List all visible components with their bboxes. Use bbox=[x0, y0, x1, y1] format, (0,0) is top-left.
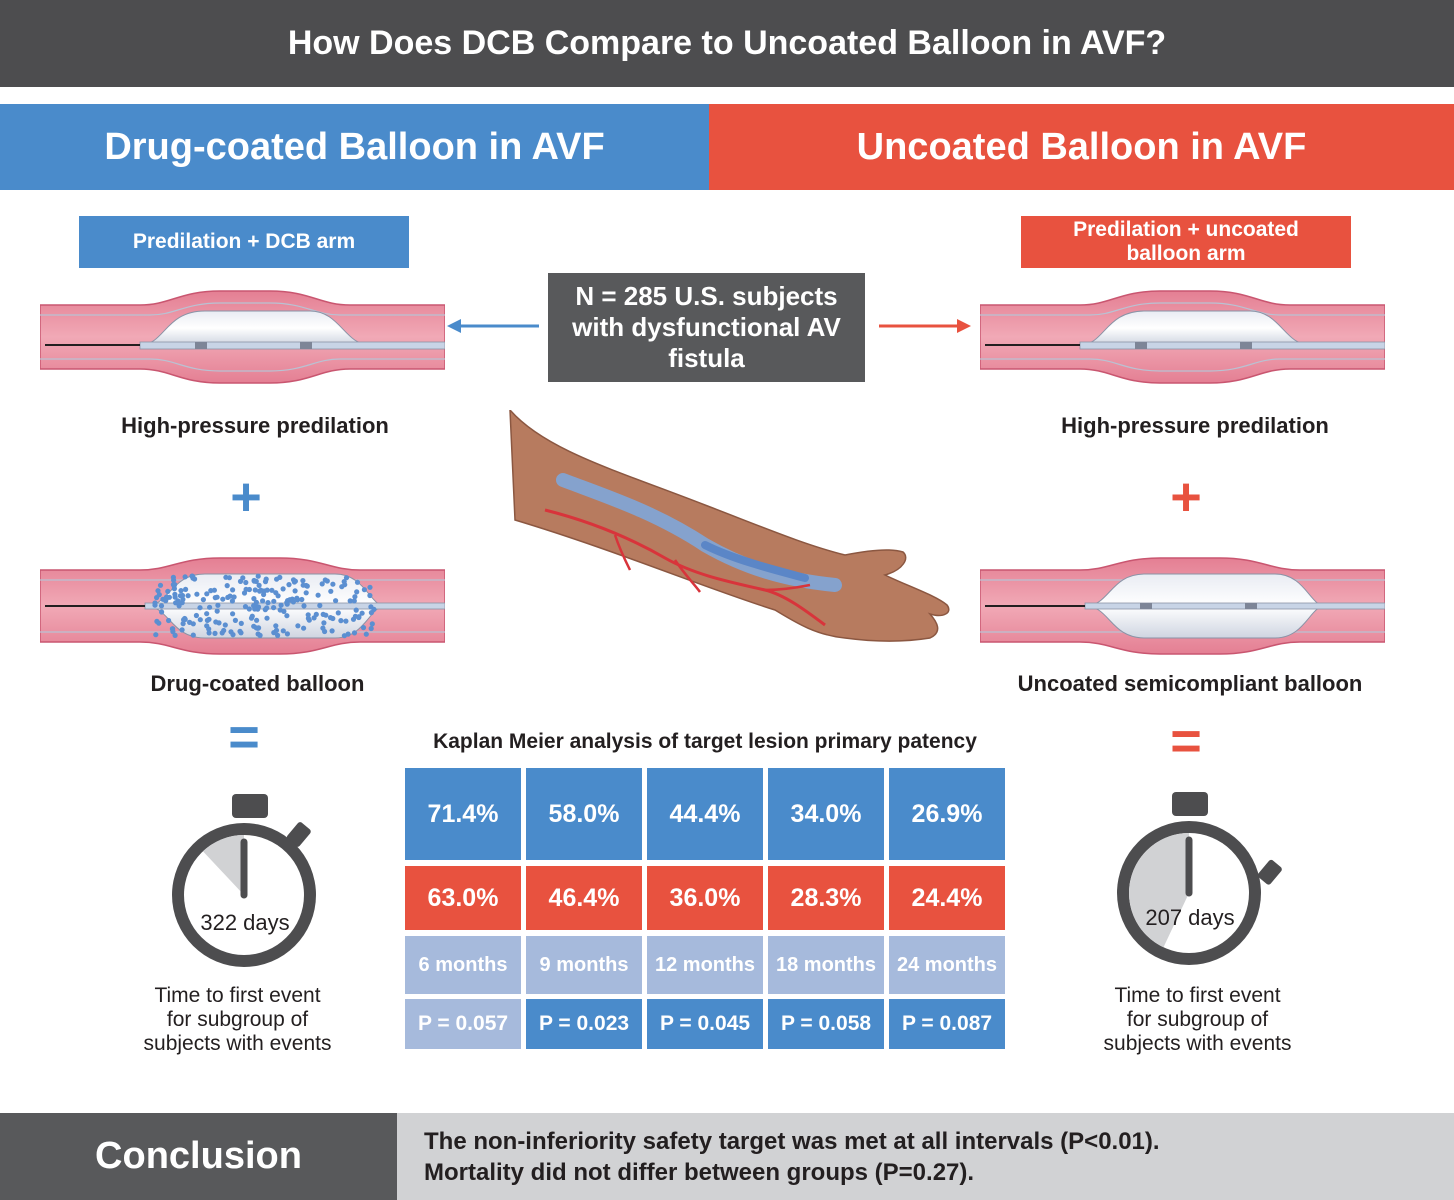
uncoated-header: Uncoated Balloon in AVF bbox=[709, 104, 1454, 190]
left-caption-balloon: Drug-coated balloon bbox=[150, 671, 365, 696]
left-time-to-event: Time to first event for subgroup of subjec… bbox=[143, 984, 332, 1055]
interval-cell: 9 months bbox=[526, 936, 642, 994]
plus-sign: + bbox=[230, 467, 262, 527]
plus-sign: + bbox=[1170, 467, 1202, 527]
dcb-cell: 58.0% bbox=[526, 768, 642, 860]
page-title: How Does DCB Compare to Uncoated Balloon… bbox=[0, 0, 1454, 87]
uncoated-cell: 24.4% bbox=[889, 866, 1005, 930]
vessel-balloon-icon bbox=[40, 290, 445, 384]
subjects-box: N = 285 U.S. subjects with dysfunctional … bbox=[548, 273, 865, 382]
equals-sign: = bbox=[228, 707, 260, 767]
dcb-cell: 44.4% bbox=[647, 768, 763, 860]
right-caption-predilation: High-pressure predilation bbox=[1061, 413, 1329, 438]
arrow-left-icon bbox=[447, 319, 539, 333]
right-days: 207 days bbox=[1145, 905, 1235, 930]
uncoated-arm-label: Predilation + uncoated balloon arm bbox=[1021, 216, 1351, 268]
dcb-arm-label: Predilation + DCB arm bbox=[79, 216, 409, 268]
right-time-to-event: Time to first event for subgroup of subjec… bbox=[1103, 984, 1292, 1055]
dcb-cell: 71.4% bbox=[405, 768, 521, 860]
dcb-cell: 26.9% bbox=[889, 768, 1005, 860]
p-value-cell: P = 0.045 bbox=[647, 999, 763, 1049]
km-title: Kaplan Meier analysis of target lesion p… bbox=[433, 730, 977, 753]
stopwatch-icon bbox=[1117, 792, 1282, 965]
stopwatch-icon bbox=[172, 794, 316, 967]
dcb-header: Drug-coated Balloon in AVF bbox=[0, 104, 709, 190]
dcb-cell: 34.0% bbox=[768, 768, 884, 860]
p-value-cell: P = 0.058 bbox=[768, 999, 884, 1049]
interval-cell: 18 months bbox=[768, 936, 884, 994]
left-caption-predilation: High-pressure predilation bbox=[121, 413, 389, 438]
drug-coated-balloon-icon bbox=[40, 557, 445, 655]
arrow-right-icon bbox=[879, 319, 971, 333]
equals-sign: = bbox=[1170, 711, 1202, 771]
p-value-cell: P = 0.087 bbox=[889, 999, 1005, 1049]
vessel-balloon-icon bbox=[980, 557, 1385, 655]
uncoated-cell: 46.4% bbox=[526, 866, 642, 930]
interval-cell: 12 months bbox=[647, 936, 763, 994]
vessel-balloon-icon bbox=[980, 290, 1385, 384]
interval-cell: 6 months bbox=[405, 936, 521, 994]
uncoated-cell: 63.0% bbox=[405, 866, 521, 930]
forearm-icon bbox=[509, 410, 950, 642]
p-value-cell: P = 0.057 bbox=[405, 999, 521, 1049]
p-value-cell: P = 0.023 bbox=[526, 999, 642, 1049]
interval-cell: 24 months bbox=[889, 936, 1005, 994]
right-caption-balloon: Uncoated semicompliant balloon bbox=[1017, 671, 1363, 696]
uncoated-cell: 36.0% bbox=[647, 866, 763, 930]
left-days: 322 days bbox=[200, 910, 290, 935]
conclusion-text: The non-inferiority safety target was me… bbox=[397, 1113, 1454, 1200]
conclusion-label: Conclusion bbox=[0, 1113, 397, 1200]
uncoated-cell: 28.3% bbox=[768, 866, 884, 930]
